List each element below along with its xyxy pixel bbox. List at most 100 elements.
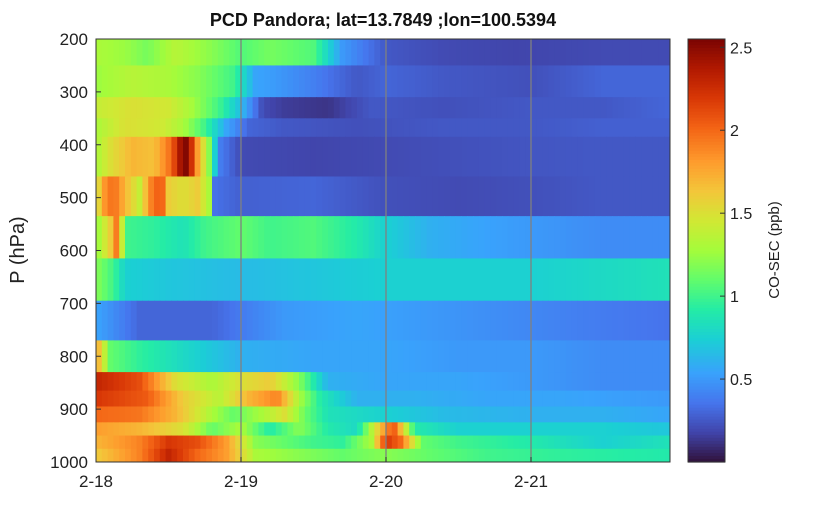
heatmap-cell [258, 136, 265, 178]
heatmap-cell [194, 448, 201, 462]
heatmap-cell [217, 340, 225, 373]
colorbar-swatch [688, 404, 725, 409]
heatmap-cell [241, 435, 248, 450]
heatmap-cell [299, 258, 306, 302]
heatmap-cell [409, 435, 416, 450]
heatmap-cell [409, 216, 416, 260]
heatmap-cell [96, 435, 103, 450]
heatmap-cell [484, 390, 491, 408]
colorbar-swatch [688, 301, 725, 306]
heatmap-cell [200, 176, 207, 217]
heatmap-cell [467, 340, 474, 373]
heatmap-cell [623, 422, 631, 437]
heatmap-cell [391, 390, 399, 408]
heatmap-cell [623, 300, 631, 341]
heatmap-cell [229, 136, 236, 178]
heatmap-cell [107, 300, 114, 341]
heatmap-cell [455, 65, 462, 98]
heatmap-cell [565, 65, 573, 98]
heatmap-cell [380, 176, 387, 217]
heatmap-cell [194, 422, 201, 437]
heatmap-cell [212, 448, 219, 462]
heatmap-cell [664, 39, 670, 67]
heatmap-cell [386, 390, 393, 408]
heatmap-cell [496, 422, 503, 437]
heatmap-cell [531, 300, 538, 341]
heatmap-cell [548, 448, 555, 462]
heatmap-cell [252, 448, 259, 462]
colorbar-swatch [688, 389, 725, 394]
heatmap-cell [206, 216, 213, 260]
heatmap-cell [473, 136, 480, 178]
colorbar-swatch [688, 380, 725, 385]
heatmap-cell [461, 390, 468, 408]
heatmap-cell [496, 448, 503, 462]
heatmap-cell [455, 97, 462, 119]
heatmap-cell [589, 97, 596, 119]
heatmap-cell [357, 435, 364, 450]
heatmap-cell [502, 97, 509, 119]
heatmap-cell [125, 258, 132, 302]
heatmap-cell [635, 435, 642, 450]
heatmap-cell [374, 97, 381, 119]
heatmap-cell [328, 406, 335, 423]
x-tick-label: 2-19 [224, 472, 258, 491]
heatmap-cell [449, 435, 457, 450]
colorbar-tick-label: 2 [730, 123, 739, 140]
heatmap-cell [531, 422, 538, 437]
heatmap-cell [525, 406, 532, 423]
heatmap-cell [455, 390, 462, 408]
heatmap-cell [159, 390, 167, 408]
heatmap-cell [293, 300, 300, 341]
heatmap-cell [484, 340, 491, 373]
heatmap-cell [258, 65, 265, 98]
heatmap-cell [420, 216, 428, 260]
heatmap-cell [571, 216, 578, 260]
heatmap-cell [380, 97, 387, 119]
heatmap-cell [548, 340, 555, 373]
heatmap-cell [496, 435, 503, 450]
heatmap-cell [594, 136, 602, 178]
colorbar-swatch [688, 377, 725, 382]
heatmap-cell [461, 216, 468, 260]
heatmap-cell [612, 65, 619, 98]
heatmap-cell [618, 97, 625, 119]
heatmap-cell [235, 136, 242, 178]
heatmap-cell [270, 136, 277, 178]
heatmap-cell [432, 435, 439, 450]
heatmap-cell [519, 118, 526, 138]
heatmap-cell [594, 39, 602, 67]
heatmap-cell [415, 136, 422, 178]
heatmap-cell [473, 448, 480, 462]
heatmap-cell [478, 216, 486, 260]
heatmap-cell [403, 118, 410, 138]
heatmap-cell [229, 97, 236, 119]
heatmap-cell [287, 340, 294, 373]
y-axis-title: P (hPa) [7, 216, 29, 283]
heatmap-cell [565, 372, 573, 392]
heatmap-cell [165, 97, 172, 119]
heatmap-cell [415, 118, 422, 138]
colorbar-swatch [688, 416, 725, 421]
heatmap-cell [322, 340, 329, 373]
heatmap-cell [519, 65, 526, 98]
heatmap-cell [357, 216, 364, 260]
heatmap-cell [455, 435, 462, 450]
y-tick-label: 500 [60, 189, 88, 208]
heatmap-cell [658, 390, 665, 408]
heatmap-cell [217, 300, 225, 341]
heatmap-cell [623, 136, 631, 178]
heatmap-cell [171, 435, 178, 450]
heatmap-cell [438, 372, 445, 392]
heatmap-cell [554, 118, 561, 138]
heatmap-cell [513, 372, 520, 392]
heatmap-cell [652, 448, 660, 462]
heatmap-cell [246, 300, 254, 341]
heatmap-cell [391, 435, 399, 450]
heatmap-cell [403, 340, 410, 373]
heatmap-cell [113, 97, 120, 119]
heatmap-cell [444, 422, 451, 437]
heatmap-cell [496, 176, 503, 217]
heatmap-cell [287, 448, 294, 462]
heatmap-cell [635, 258, 642, 302]
